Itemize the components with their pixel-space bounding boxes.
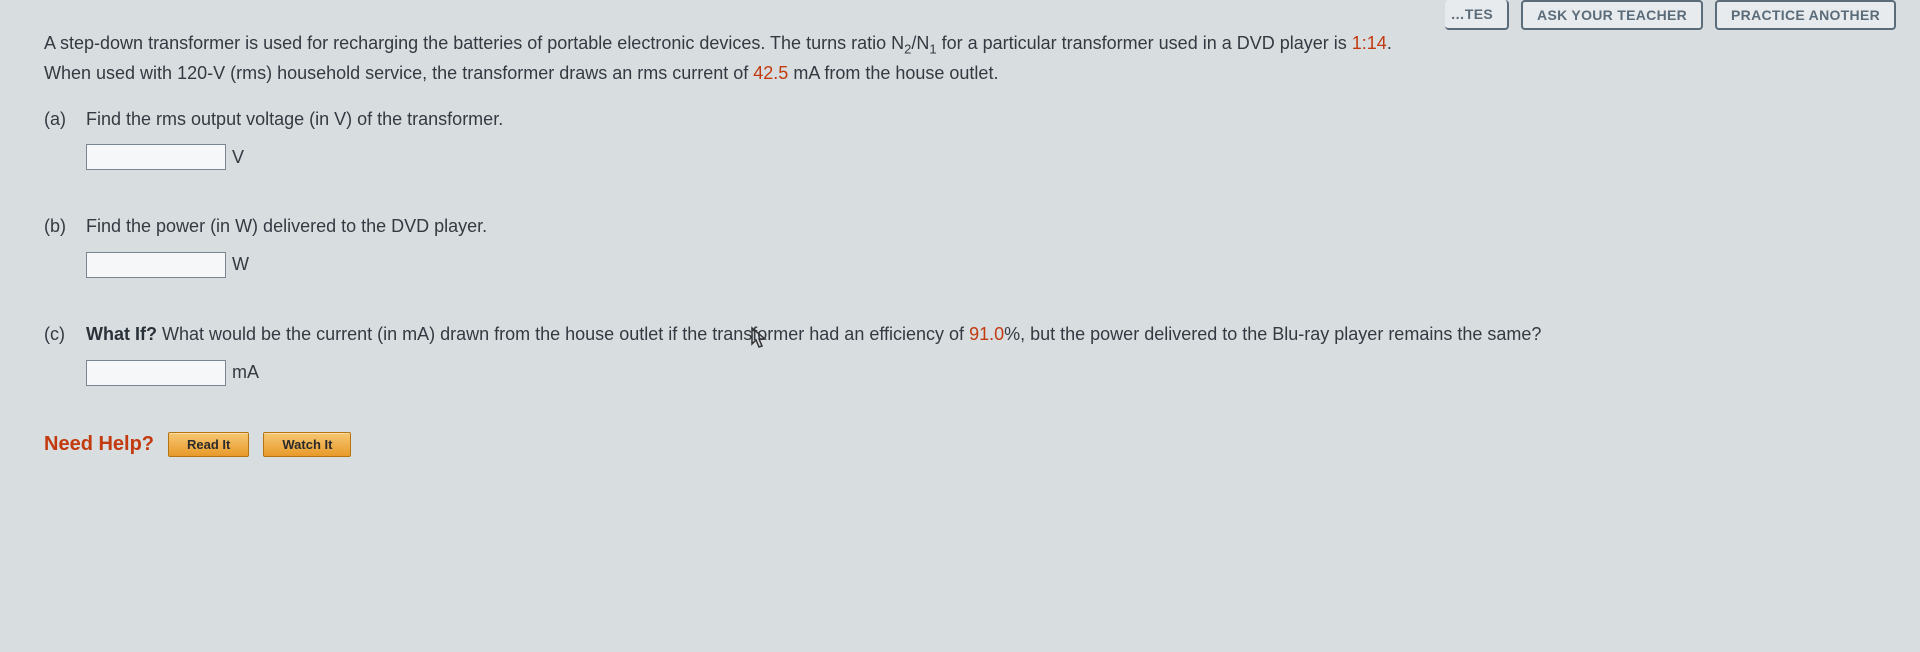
part-c-input[interactable] — [86, 360, 226, 386]
notes-button[interactable]: …TES — [1445, 0, 1509, 30]
top-action-buttons: …TES ASK YOUR TEACHER PRACTICE ANOTHER — [1445, 0, 1896, 30]
efficiency-value: 91.0 — [969, 324, 1004, 344]
part-b-label: (b) — [44, 213, 72, 241]
what-if-label: What If? — [86, 324, 157, 344]
ratio-sub1: 1 — [929, 42, 936, 57]
watch-it-button[interactable]: Watch It — [263, 432, 351, 457]
need-help-label: Need Help? — [44, 429, 154, 460]
part-c-q-pre: What would be the current (in mA) drawn … — [157, 324, 969, 344]
part-b: (b) Find the power (in W) delivered to t… — [44, 213, 1876, 279]
intro-line2-post: mA from the house outlet. — [788, 63, 998, 83]
problem-intro: A step-down transformer is used for rech… — [44, 30, 1876, 88]
part-a-question: Find the rms output voltage (in V) of th… — [86, 106, 1876, 134]
part-a-label: (a) — [44, 106, 72, 134]
ratio-n2: N — [891, 33, 904, 53]
part-b-unit: W — [232, 251, 249, 279]
practice-another-button[interactable]: PRACTICE ANOTHER — [1715, 0, 1896, 30]
part-a: (a) Find the rms output voltage (in V) o… — [44, 106, 1876, 172]
intro-text: A step-down transformer is used for rech… — [44, 33, 891, 53]
ratio-n1: N — [916, 33, 929, 53]
part-c-q-post: %, but the power delivered to the Blu-ra… — [1004, 324, 1541, 344]
intro-end: . — [1387, 33, 1392, 53]
part-b-question: Find the power (in W) delivered to the D… — [86, 213, 1876, 241]
ratio-value: 1:14 — [1352, 33, 1387, 53]
part-a-input[interactable] — [86, 144, 226, 170]
part-c-label: (c) — [44, 321, 72, 349]
intro-text-post: for a particular transformer used in a D… — [937, 33, 1352, 53]
question-content: A step-down transformer is used for rech… — [0, 0, 1920, 480]
need-help-row: Need Help? Read It Watch It — [44, 429, 1876, 460]
part-b-input[interactable] — [86, 252, 226, 278]
read-it-button[interactable]: Read It — [168, 432, 249, 457]
intro-line2-pre: When used with 120-V (rms) household ser… — [44, 63, 753, 83]
ask-teacher-button[interactable]: ASK YOUR TEACHER — [1521, 0, 1703, 30]
part-c: (c) What If? What would be the current (… — [44, 321, 1876, 387]
part-c-question: What If? What would be the current (in m… — [86, 321, 1876, 349]
part-a-unit: V — [232, 144, 244, 172]
current-value: 42.5 — [753, 63, 788, 83]
part-c-unit: mA — [232, 359, 259, 387]
